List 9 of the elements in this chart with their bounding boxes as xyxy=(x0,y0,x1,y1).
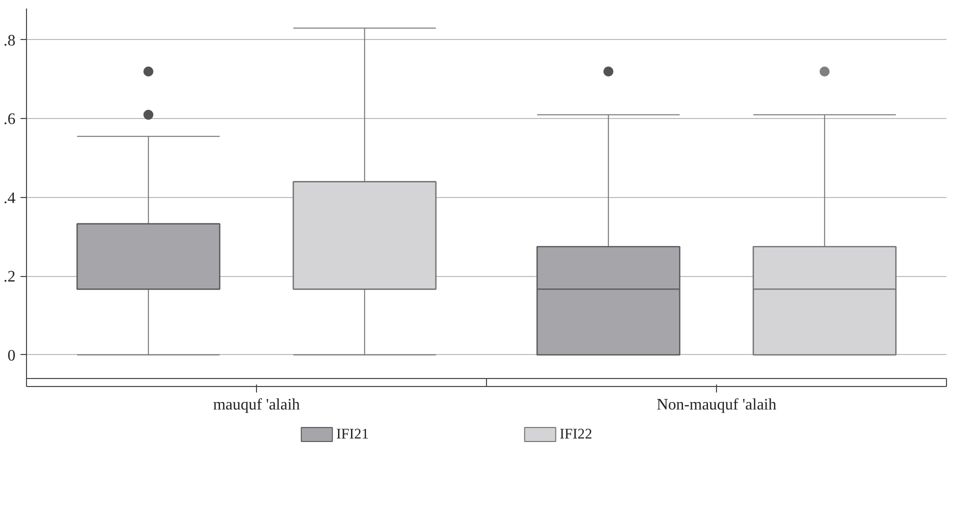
x-tick-label: mauquf 'alaih xyxy=(213,396,300,414)
legend-label: IFI21 xyxy=(336,426,369,442)
x-tick-label: Non-mauquf 'alaih xyxy=(656,396,776,414)
legend-label: IFI22 xyxy=(560,426,592,442)
y-tick-label: .6 xyxy=(4,111,16,128)
y-tick-label: .4 xyxy=(4,190,16,207)
y-tick-label: .8 xyxy=(4,32,16,50)
y-tick-label: 0 xyxy=(8,347,16,364)
y-tick-label: .2 xyxy=(4,268,16,286)
